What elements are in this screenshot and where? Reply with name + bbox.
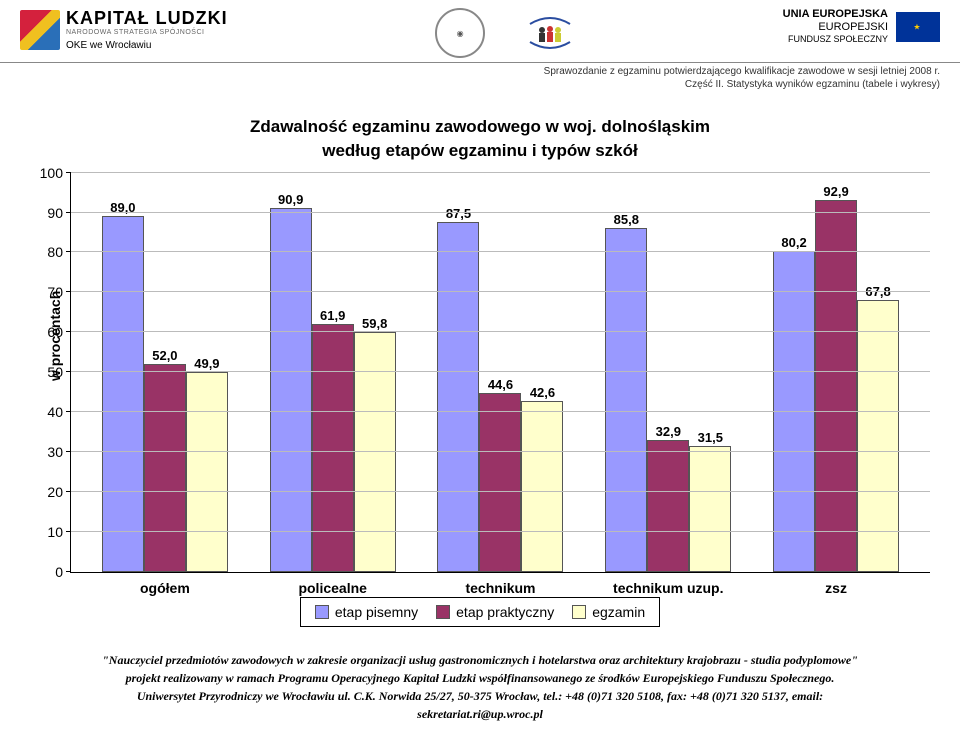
gridline: [71, 331, 930, 332]
x-category-label: ogółem: [140, 580, 190, 596]
bar: 59,8: [354, 332, 396, 571]
legend-label: etap pisemny: [335, 604, 418, 620]
chart-title-l2: według etapów egzaminu i typów szkół: [0, 139, 960, 163]
bar-group: 90,961,959,8policealne: [270, 208, 396, 572]
legend-item-egzamin: egzamin: [572, 604, 645, 620]
legend-label: etap praktyczny: [456, 604, 554, 620]
ytick-label: 60: [47, 324, 71, 340]
gridline: [71, 212, 930, 213]
x-category-label: technikum uzup.: [613, 580, 723, 596]
bar: 49,9: [186, 372, 228, 572]
ytick-label: 70: [47, 284, 71, 300]
bar-group: 85,832,931,5technikum uzup.: [605, 228, 731, 571]
bar-value-label: 92,9: [823, 184, 848, 199]
bar: 87,5: [437, 222, 479, 572]
ytick-label: 0: [55, 564, 71, 580]
bar-groups: 89,052,049,9ogółem 90,961,959,8policealne…: [71, 173, 930, 572]
legend: etap pisemny etap praktyczny egzamin: [300, 597, 660, 627]
oke-label: OKE we Wrocławiu: [66, 40, 228, 51]
ytick-label: 30: [47, 444, 71, 460]
gridline: [71, 371, 930, 372]
bar-group: 80,292,967,8zsz: [773, 200, 899, 572]
ytick-label: 10: [47, 524, 71, 540]
plot-area: 89,052,049,9ogółem 90,961,959,8policealne…: [70, 173, 930, 573]
ytick-label: 50: [47, 364, 71, 380]
sub-header: Sprawozdanie z egzaminu potwierdzającego…: [0, 63, 960, 97]
people-icon: [525, 13, 575, 53]
kl-logo-icon: [20, 10, 60, 50]
eu-line1: UNIA EUROPEJSKA: [783, 8, 888, 21]
bar-value-label: 90,9: [278, 192, 303, 207]
seal-icon: ◉: [435, 8, 485, 58]
header-middle: ◉: [435, 8, 575, 58]
bar: 61,9: [312, 324, 354, 572]
swatch-icon: [315, 605, 329, 619]
gridline: [71, 251, 930, 252]
ytick-label: 90: [47, 205, 71, 221]
eu-line3: FUNDUSZ SPOŁECZNY: [783, 34, 888, 45]
page-header: KAPITAŁ LUDZKI NARODOWA STRATEGIA SPÓJNO…: [0, 0, 960, 63]
bar-value-label: 52,0: [152, 348, 177, 363]
x-category-label: zsz: [825, 580, 847, 596]
bar-value-label: 85,8: [614, 212, 639, 227]
gridline: [71, 491, 930, 492]
chart-title-l1: Zdawalność egzaminu zawodowego w woj. do…: [0, 115, 960, 139]
bar-group: 87,544,642,6technikum: [437, 222, 563, 572]
bar: 90,9: [270, 208, 312, 572]
bar-group: 89,052,049,9ogółem: [102, 216, 228, 572]
gridline: [71, 531, 930, 532]
bar: 42,6: [521, 401, 563, 571]
footer-l2: projekt realizowany w ramach Programu Op…: [20, 669, 940, 687]
header-right: UNIA EUROPEJSKA EUROPEJSKI FUNDUSZ SPOŁE…: [783, 8, 940, 45]
eu-flag-icon: [896, 12, 940, 42]
ytick-label: 20: [47, 484, 71, 500]
gridline: [71, 172, 930, 173]
bar: 44,6: [479, 393, 521, 571]
bar-value-label: 80,2: [781, 235, 806, 250]
ytick-label: 40: [47, 404, 71, 420]
header-left: KAPITAŁ LUDZKI NARODOWA STRATEGIA SPÓJNO…: [20, 8, 228, 51]
chart-area: w procentach 89,052,049,9ogółem90,961,95…: [70, 173, 930, 573]
bar-value-label: 87,5: [446, 206, 471, 221]
bar-value-label: 42,6: [530, 385, 555, 400]
page-footer: "Nauczyciel przedmiotów zawodowych w zak…: [0, 637, 960, 733]
swatch-icon: [436, 605, 450, 619]
gridline: [71, 451, 930, 452]
legend-item-pisemny: etap pisemny: [315, 604, 418, 620]
bar-value-label: 31,5: [698, 430, 723, 445]
footer-l4: sekretariat.ri@up.wroc.pl: [20, 705, 940, 723]
x-category-label: technikum: [465, 580, 535, 596]
bar-value-label: 59,8: [362, 316, 387, 331]
footer-l3: Uniwersytet Przyrodniczy we Wrocławiu ul…: [20, 687, 940, 705]
legend-label: egzamin: [592, 604, 645, 620]
sub-header-l2: Część II. Statystyka wyników egzaminu (t…: [20, 78, 940, 91]
gridline: [71, 411, 930, 412]
ytick-label: 80: [47, 244, 71, 260]
legend-item-praktyczny: etap praktyczny: [436, 604, 554, 620]
bar-value-label: 61,9: [320, 308, 345, 323]
bar: 32,9: [647, 440, 689, 572]
bar: 89,0: [102, 216, 144, 572]
bar: 52,0: [144, 364, 186, 572]
kapital-ludzki-logo: KAPITAŁ LUDZKI NARODOWA STRATEGIA SPÓJNO…: [20, 8, 228, 51]
footer-l1: "Nauczyciel przedmiotów zawodowych w zak…: [20, 651, 940, 669]
kl-logo-title: KAPITAŁ LUDZKI: [66, 8, 228, 29]
ytick-label: 100: [40, 165, 71, 181]
sub-header-l1: Sprawozdanie z egzaminu potwierdzającego…: [20, 65, 940, 78]
bar-value-label: 44,6: [488, 377, 513, 392]
bar: 92,9: [815, 200, 857, 572]
gridline: [71, 291, 930, 292]
bar-value-label: 49,9: [194, 356, 219, 371]
swatch-icon: [572, 605, 586, 619]
kl-logo-sub: NARODOWA STRATEGIA SPÓJNOŚCI: [66, 29, 228, 36]
chart-title: Zdawalność egzaminu zawodowego w woj. do…: [0, 115, 960, 163]
bar: 31,5: [689, 446, 731, 572]
eu-block: UNIA EUROPEJSKA EUROPEJSKI FUNDUSZ SPOŁE…: [783, 8, 940, 45]
x-category-label: policealne: [298, 580, 366, 596]
eu-line2: EUROPEJSKI: [783, 21, 888, 34]
bar: 85,8: [605, 228, 647, 571]
bar-value-label: 32,9: [656, 424, 681, 439]
